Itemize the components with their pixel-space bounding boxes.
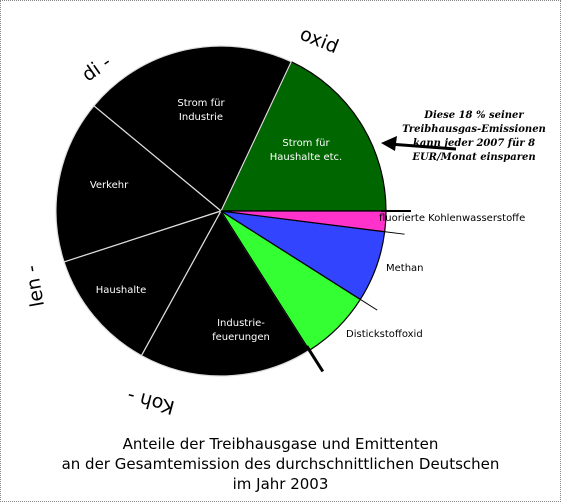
leader-line [305, 345, 325, 373]
group-label: len - [20, 264, 49, 309]
slice-label: Haushalte [95, 285, 147, 296]
title-line: an der Gesamtemission des durchschnittli… [61, 455, 500, 473]
slice-label: Verkehr [89, 180, 129, 191]
pie-slice [93, 45, 293, 212]
pie-slice [55, 104, 223, 263]
title-line: Anteile der Treibhausgase und Emittenten [122, 435, 439, 453]
arrow-shaft [388, 142, 457, 151]
title-line: im Jahr 2003 [232, 475, 329, 493]
chart-title: Anteile der Treibhausgase und Emittenten… [1, 434, 560, 494]
slice-label: Industrie-feuerungen [212, 318, 270, 343]
group-label: Koh - [125, 385, 177, 419]
group-label: di - [78, 51, 115, 86]
annotation: Diese 18 % seiner Treibhausgas-Emissione… [402, 110, 546, 163]
leader-line [355, 296, 378, 311]
pie-slice [63, 209, 223, 357]
leader-line [379, 230, 405, 235]
slice-label: Distickstoffoxid [346, 329, 423, 340]
slice-label: Methan [386, 263, 424, 274]
arrow-head [381, 136, 397, 151]
pie-slice [220, 60, 387, 212]
group-label: oxid [297, 23, 342, 58]
slice-label: fluorierte Kohlenwasserstoffe [379, 213, 526, 224]
slice-label: Strom für Haushalte etc. [269, 138, 343, 163]
pie-slice [140, 209, 311, 377]
slice-label: Strom für Industrie [177, 98, 225, 123]
